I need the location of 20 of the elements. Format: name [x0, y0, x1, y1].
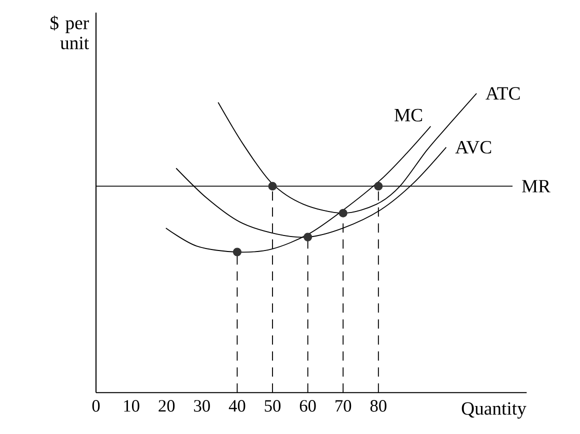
x-tick-label: 0	[92, 400, 100, 412]
point	[374, 182, 383, 190]
series-label: MC	[394, 108, 422, 122]
point	[338, 208, 348, 218]
x-tick-label: 10	[124, 400, 140, 412]
y-axis-title: $ per unit	[50, 16, 89, 50]
x-tick-label: 20	[158, 400, 175, 412]
x-axis-title: Quantity	[462, 402, 526, 419]
x-tick-label: 30	[194, 400, 210, 412]
x-tick-label: 50	[264, 400, 281, 412]
series-label: MR	[522, 180, 550, 192]
point	[232, 248, 242, 256]
x-tick-label: 40	[228, 400, 246, 412]
x-tick-label: 70	[336, 400, 352, 412]
x-tick-label: 80	[370, 400, 386, 412]
series-label: ATC	[486, 87, 520, 100]
x-tick-label: 60	[300, 400, 316, 412]
point	[304, 232, 312, 242]
series-label: AVC	[455, 140, 492, 154]
point	[268, 182, 277, 190]
